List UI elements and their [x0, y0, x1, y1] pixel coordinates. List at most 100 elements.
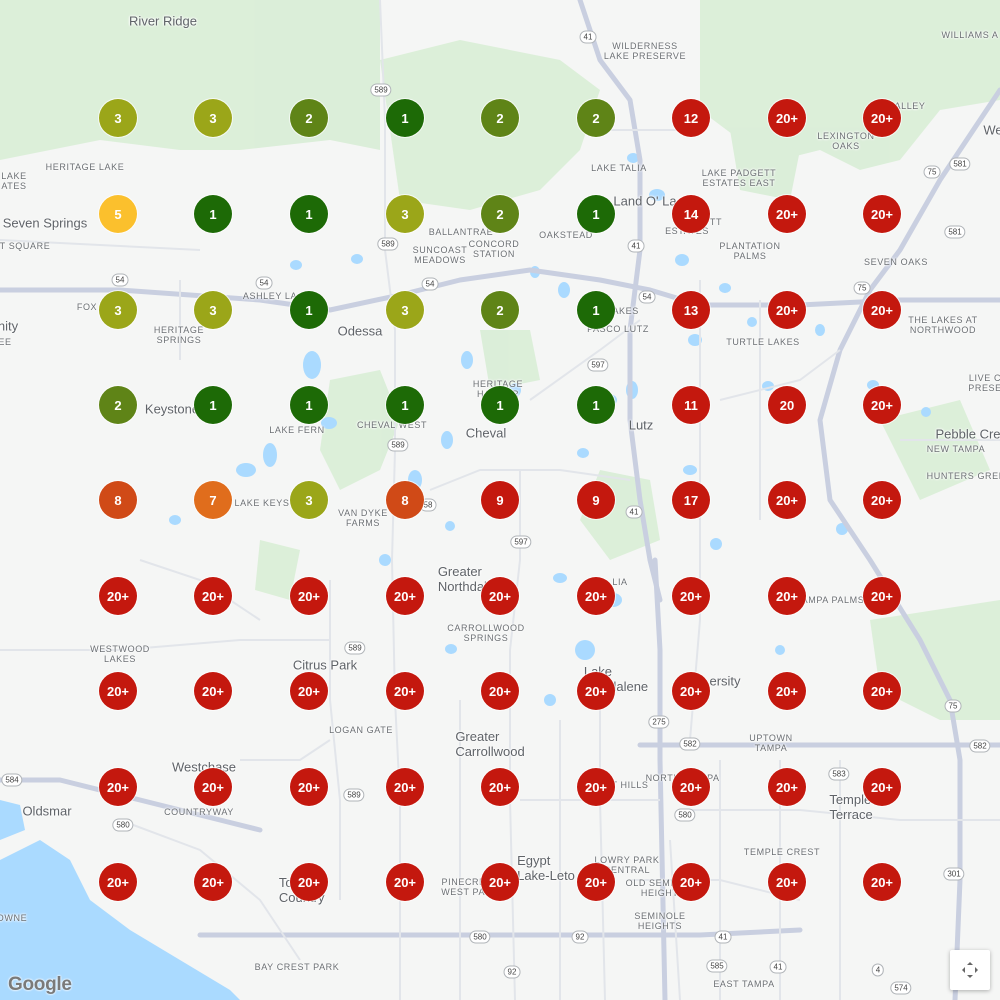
rank-pin[interactable]: 20+	[194, 863, 232, 901]
rank-pin[interactable]: 20+	[863, 386, 901, 424]
rank-pin[interactable]: 3	[99, 99, 137, 137]
rank-pin[interactable]: 2	[290, 99, 328, 137]
rank-pin[interactable]: 1	[290, 195, 328, 233]
rank-pin[interactable]: 17	[672, 481, 710, 519]
rank-pin[interactable]: 2	[481, 195, 519, 233]
rank-pin[interactable]: 1	[386, 99, 424, 137]
rank-pin[interactable]: 20+	[672, 672, 710, 710]
rank-pin[interactable]: 20+	[577, 672, 615, 710]
rank-pin[interactable]: 20+	[863, 481, 901, 519]
place-label: LEXINGTON OAKS	[817, 131, 875, 151]
road-shield: 54	[638, 290, 656, 304]
rank-pin[interactable]: 20+	[863, 577, 901, 615]
rank-pin[interactable]: 20+	[768, 291, 806, 329]
rank-pin[interactable]: 2	[99, 386, 137, 424]
rank-pin[interactable]: 3	[194, 291, 232, 329]
rank-pin[interactable]: 5	[99, 195, 137, 233]
rank-pin[interactable]: 1	[194, 195, 232, 233]
rank-pin[interactable]: 20+	[863, 672, 901, 710]
rank-pin[interactable]: 1	[481, 386, 519, 424]
rank-pin[interactable]: 9	[481, 481, 519, 519]
rank-pin[interactable]: 20+	[481, 863, 519, 901]
rank-pin[interactable]: 20+	[386, 577, 424, 615]
rank-pin[interactable]: 20+	[290, 577, 328, 615]
rank-pin[interactable]: 1	[290, 291, 328, 329]
road-shield: 589	[343, 788, 365, 802]
rank-pin[interactable]: 20+	[194, 672, 232, 710]
rank-pin[interactable]: 1	[386, 386, 424, 424]
rank-pin[interactable]: 3	[290, 481, 328, 519]
place-label: HERITAGE LAKE	[45, 162, 125, 172]
rank-pin[interactable]: 20+	[768, 577, 806, 615]
rank-pin[interactable]: 20+	[768, 481, 806, 519]
rank-pin[interactable]: 20+	[577, 863, 615, 901]
rank-pin[interactable]: 3	[386, 291, 424, 329]
rank-pin[interactable]: 20+	[863, 768, 901, 806]
rank-pin[interactable]: 20+	[290, 768, 328, 806]
place-label: Greater Northdale	[437, 564, 495, 594]
rank-pin[interactable]: 8	[99, 481, 137, 519]
rank-pin[interactable]: 12	[672, 99, 710, 137]
road-shield: 580	[112, 818, 134, 832]
rank-pin[interactable]: 11	[672, 386, 710, 424]
rank-pin[interactable]: 20+	[194, 577, 232, 615]
rank-pin[interactable]: 1	[290, 386, 328, 424]
rank-pin[interactable]: 14	[672, 195, 710, 233]
place-label: COUNTRYWAY	[164, 807, 234, 817]
rank-pin[interactable]: 8	[386, 481, 424, 519]
rank-pin[interactable]: 20+	[99, 768, 137, 806]
rank-pin[interactable]: 20+	[99, 577, 137, 615]
fullscreen-button[interactable]	[950, 950, 990, 990]
rank-pin[interactable]: 20+	[768, 195, 806, 233]
rank-pin[interactable]: 2	[577, 99, 615, 137]
place-label: PLANTATION PALMS	[719, 241, 781, 261]
rank-pin[interactable]: 20	[768, 386, 806, 424]
rank-pin[interactable]: 20+	[386, 768, 424, 806]
rank-pin[interactable]: 3	[386, 195, 424, 233]
rank-pin[interactable]: 20+	[768, 672, 806, 710]
rank-pin[interactable]: 20+	[194, 768, 232, 806]
place-label: LAKE TALIA	[591, 163, 647, 173]
rank-pin[interactable]: 20+	[290, 672, 328, 710]
rank-pin[interactable]: 20+	[863, 99, 901, 137]
rank-pin[interactable]: 20+	[863, 863, 901, 901]
place-label: BAY CREST PARK	[254, 962, 340, 972]
rank-pin[interactable]: 20+	[99, 672, 137, 710]
rank-pin[interactable]: 20+	[863, 195, 901, 233]
rank-pin[interactable]: 20+	[99, 863, 137, 901]
rank-pin[interactable]: 3	[194, 99, 232, 137]
rank-pin[interactable]: 20+	[386, 863, 424, 901]
road-shield: 585	[706, 959, 728, 973]
rank-pin[interactable]: 2	[481, 99, 519, 137]
rank-pin[interactable]: 20+	[768, 863, 806, 901]
rank-pin[interactable]: 1	[577, 195, 615, 233]
rank-pin[interactable]: 20+	[577, 768, 615, 806]
rank-pin[interactable]: 20+	[768, 768, 806, 806]
road-shield: 4	[871, 963, 885, 977]
rank-pin[interactable]: 20+	[672, 768, 710, 806]
rank-pin[interactable]: 20+	[481, 577, 519, 615]
rank-pin[interactable]: 20+	[672, 577, 710, 615]
place-label: HUNTERS GREE	[926, 471, 1000, 481]
rank-pin[interactable]: 20+	[290, 863, 328, 901]
rank-pin[interactable]: 1	[194, 386, 232, 424]
rank-pin[interactable]: 1	[577, 291, 615, 329]
rank-pin[interactable]: 20+	[863, 291, 901, 329]
rank-pin[interactable]: 3	[99, 291, 137, 329]
rank-pin[interactable]: 1	[577, 386, 615, 424]
place-label: OAKSTEAD	[539, 230, 593, 240]
rank-pin[interactable]: 20+	[768, 99, 806, 137]
rank-pin[interactable]: 7	[194, 481, 232, 519]
google-logo: Google	[8, 974, 72, 995]
rank-pin[interactable]: 20+	[481, 768, 519, 806]
rank-pin[interactable]: 20+	[672, 863, 710, 901]
rank-pin[interactable]: 13	[672, 291, 710, 329]
rank-pin[interactable]: 9	[577, 481, 615, 519]
rank-pin[interactable]: 2	[481, 291, 519, 329]
rank-pin[interactable]: 20+	[577, 577, 615, 615]
rank-pin[interactable]: 20+	[386, 672, 424, 710]
road-shield: 589	[377, 237, 399, 251]
rank-pin[interactable]: 20+	[481, 672, 519, 710]
